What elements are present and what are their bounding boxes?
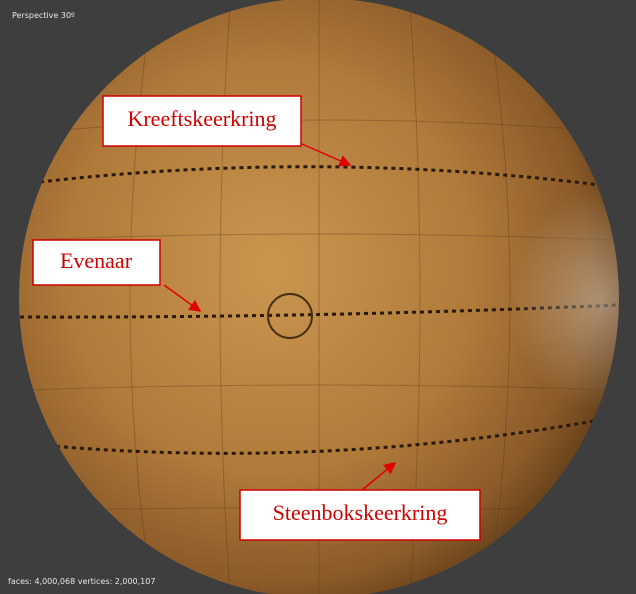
label-box xyxy=(32,239,161,286)
annotation: Evenaar xyxy=(32,239,202,312)
arrow xyxy=(361,462,397,491)
annotation: Steenbokskeerkring xyxy=(239,462,481,541)
label-text: Steenbokskeerkring xyxy=(273,500,448,525)
globe xyxy=(19,0,619,594)
label-box xyxy=(239,489,481,541)
label-text: Kreeftskeerkring xyxy=(127,106,276,131)
mesh-stats: faces: 4,000,068 vertices: 2,000,107 xyxy=(8,577,155,586)
annotation: Kreeftskeerkring xyxy=(102,95,352,167)
label-box xyxy=(102,95,302,147)
arrow xyxy=(163,284,202,312)
label-text: Evenaar xyxy=(60,248,133,273)
arrow xyxy=(301,143,352,167)
projection-label: Perspective 30º xyxy=(12,11,75,20)
